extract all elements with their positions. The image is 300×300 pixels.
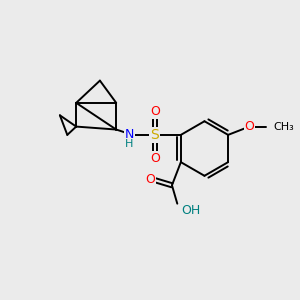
Text: O: O (146, 173, 155, 186)
Text: H: H (125, 139, 134, 149)
Text: O: O (244, 120, 254, 133)
Text: O: O (150, 152, 160, 165)
Text: S: S (150, 128, 159, 142)
Text: CH₃: CH₃ (273, 122, 294, 132)
Text: N: N (125, 128, 134, 141)
Text: O: O (150, 105, 160, 118)
Text: OH: OH (181, 204, 200, 217)
